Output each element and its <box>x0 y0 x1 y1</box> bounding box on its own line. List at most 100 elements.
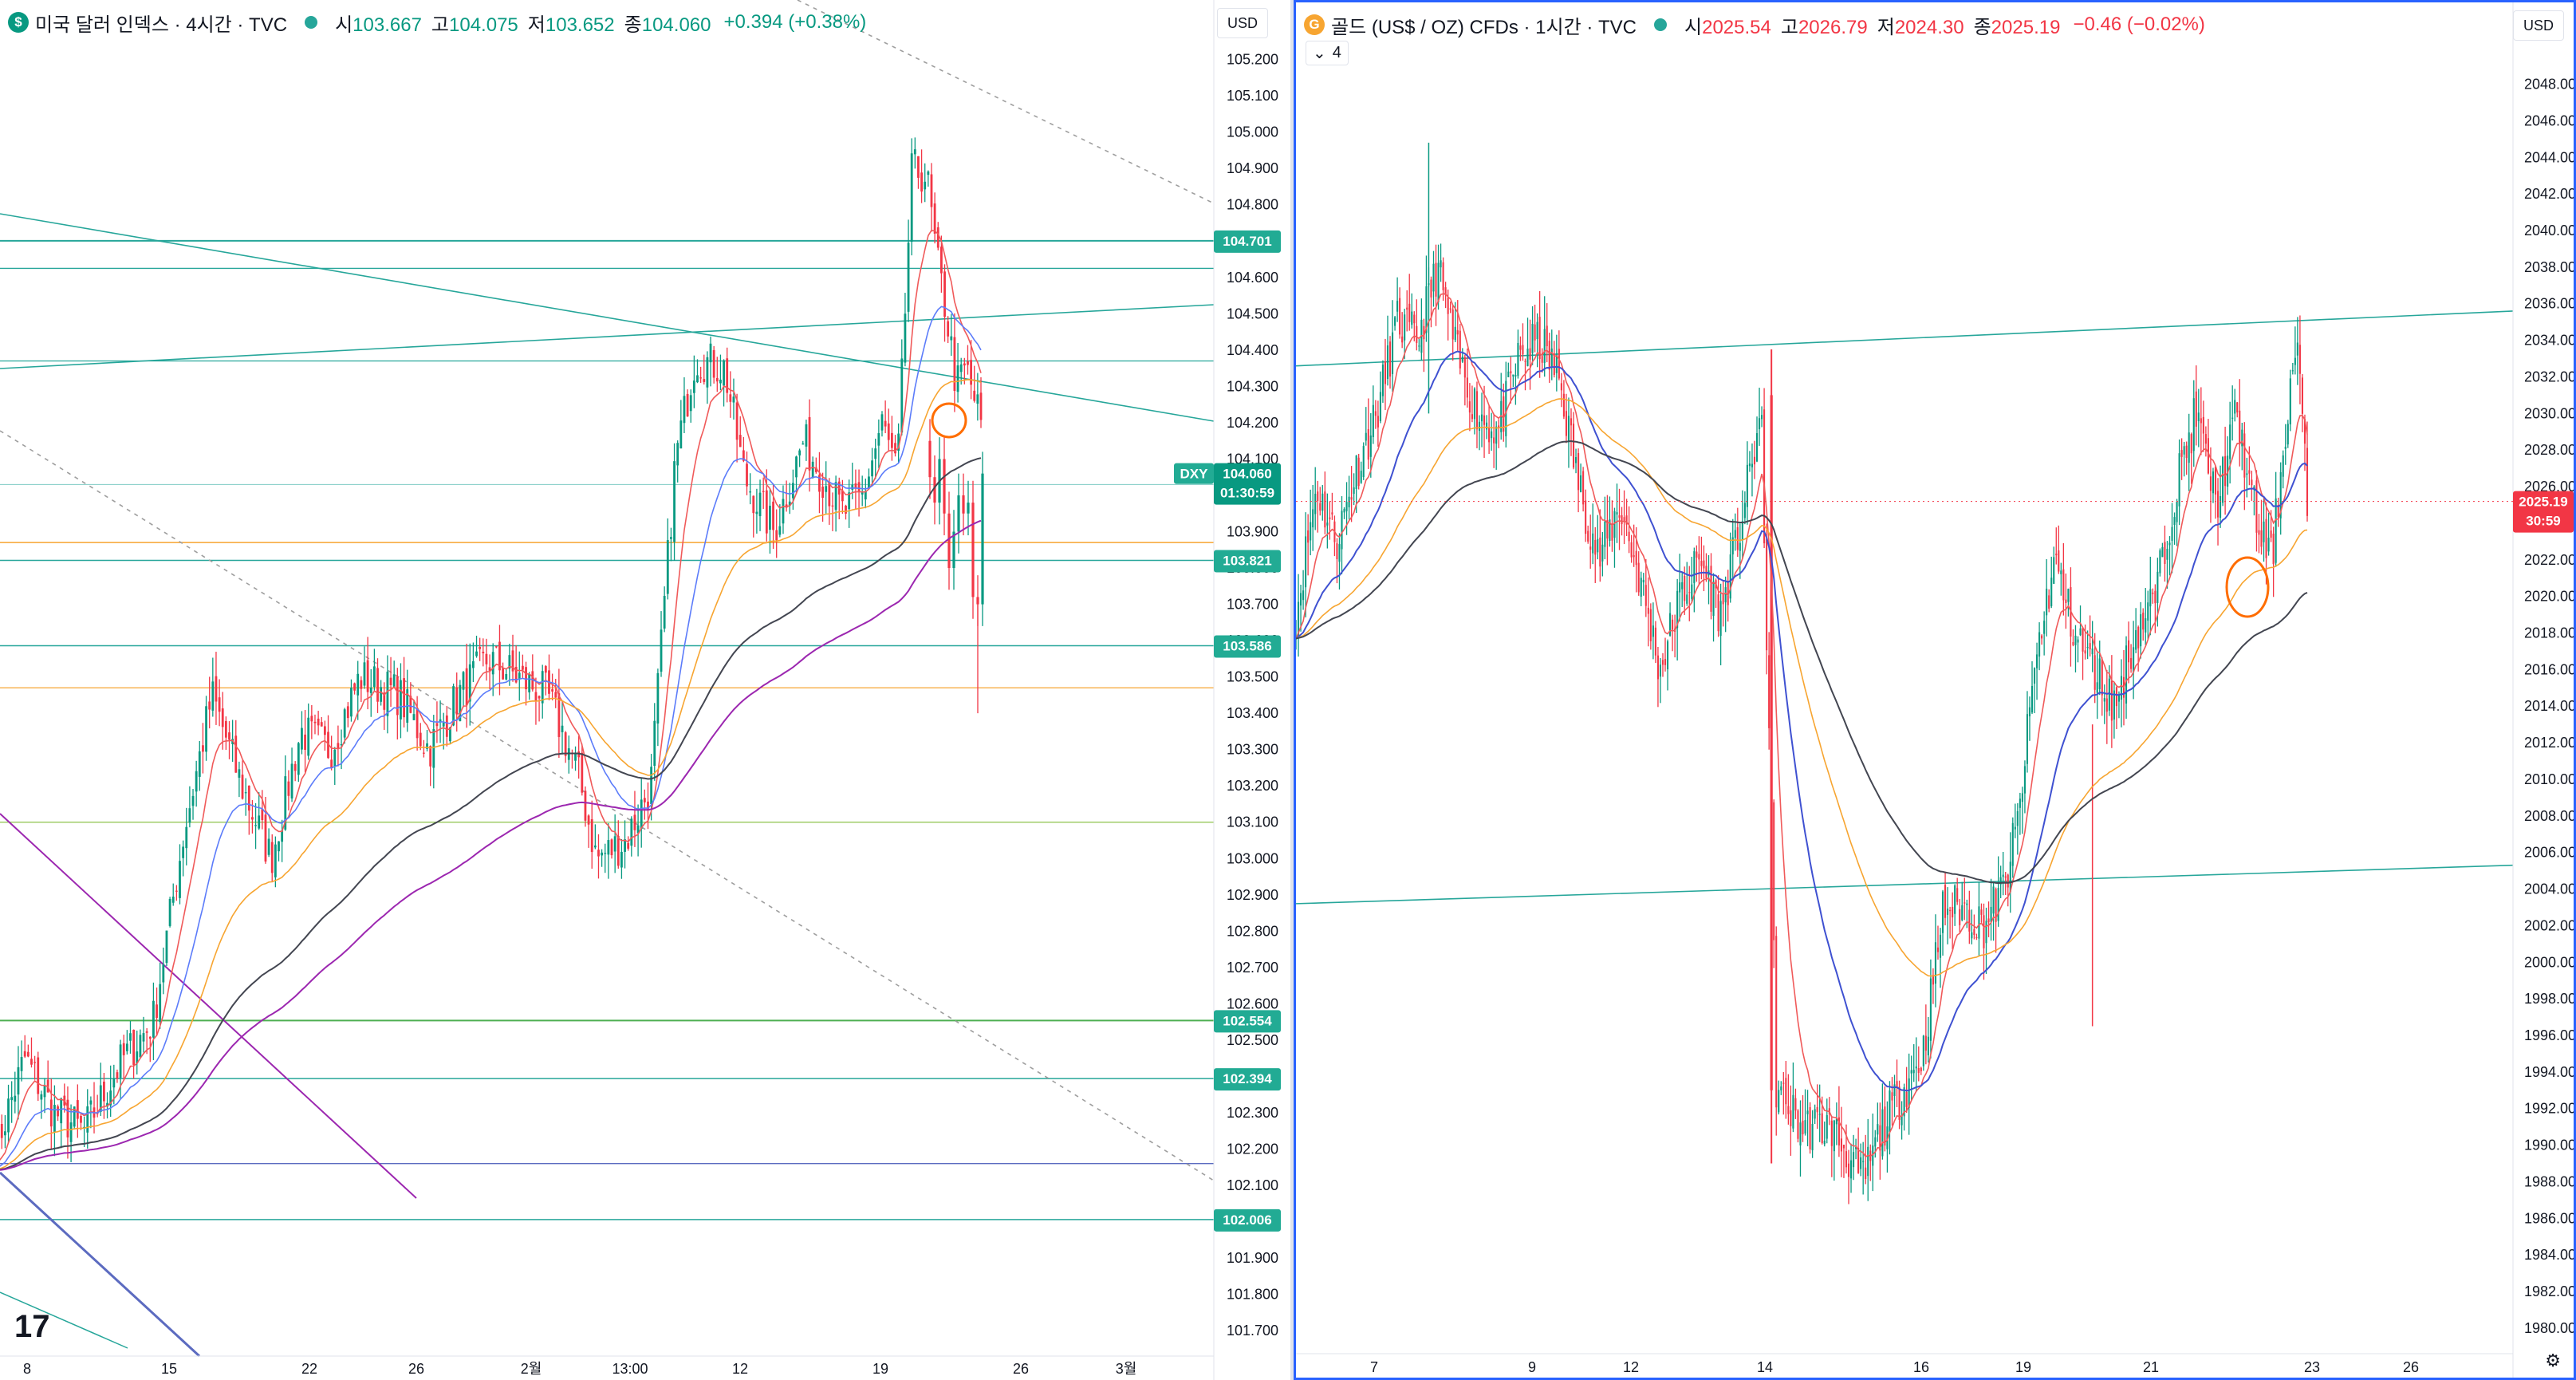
candle-body <box>26 1051 30 1057</box>
time-axis-label: 26 <box>2403 1359 2419 1375</box>
candle-body <box>1833 1120 1835 1152</box>
time-axis-label: 26 <box>408 1361 424 1377</box>
gear-icon[interactable]: ⚙ <box>2545 1350 2561 1370</box>
pane-divider[interactable] <box>1290 0 1294 1380</box>
candle-body <box>976 597 979 605</box>
candle-body <box>525 667 527 690</box>
candle-body <box>808 416 811 471</box>
symbol-tag: DXY <box>1180 467 1209 482</box>
candle-body <box>1329 517 1331 519</box>
candle-body <box>1816 1106 1818 1113</box>
gold-chart-pane[interactable]: 1980.00 1982.00 1984.00 1986.00 1988.00 1990.… <box>1294 0 2576 1380</box>
candle-body <box>554 692 557 698</box>
candle-body <box>1995 889 1997 922</box>
candle-body <box>1394 317 1396 326</box>
dxy-chart-pane[interactable]: 101.700101.800101.900102.000102.100102.2… <box>0 0 1290 1380</box>
candle-body <box>1430 279 1432 298</box>
candle-body <box>297 743 300 775</box>
candle-body <box>1903 1087 1905 1117</box>
dxy-symbol-title[interactable]: 미국 달러 인덱스 · 4시간 · TVC <box>35 14 288 36</box>
candle-body <box>2202 416 2204 434</box>
candle-body <box>904 313 907 363</box>
price-axis-label: 2010.00 <box>2524 771 2574 787</box>
candle-body <box>950 336 953 341</box>
candle-body <box>1845 1151 1848 1168</box>
candle-body <box>1604 521 1606 547</box>
candle-body <box>1621 515 1623 525</box>
candle-body <box>928 440 932 478</box>
time-axis-label: 12 <box>1623 1359 1639 1375</box>
candle-body <box>2195 391 2197 427</box>
candle-body <box>1780 1086 1782 1090</box>
candle-body <box>1642 579 1644 583</box>
candle-body <box>2147 602 2149 621</box>
candle-body <box>1505 380 1507 436</box>
candle-body <box>1630 542 1633 558</box>
candle-body <box>2084 650 2086 654</box>
candle-body <box>636 825 640 834</box>
price-axis-label: 2022.00 <box>2524 552 2574 568</box>
candle-body <box>182 846 185 858</box>
candle-body <box>1314 493 1317 515</box>
candle-body <box>769 506 771 530</box>
candle-body <box>1491 431 1493 439</box>
candle-body <box>122 1043 125 1055</box>
candle-body <box>386 671 389 716</box>
currency-selector[interactable]: USD <box>1217 8 1269 38</box>
candle-body <box>712 349 715 378</box>
candle-body <box>1574 457 1578 463</box>
candle-body <box>7 1098 10 1133</box>
candle-body <box>1326 522 1329 526</box>
candle-body <box>1809 1107 1811 1149</box>
candle-body <box>1572 424 1575 468</box>
gold-chart-canvas[interactable]: 1980.00 1982.00 1984.00 1986.00 1988.00 1990.… <box>1296 2 2574 1378</box>
eye-icon[interactable] <box>305 16 318 29</box>
indicators-toggle[interactable]: ⌄ 4 <box>1306 41 1349 65</box>
candle-body <box>1536 321 1538 340</box>
price-level-tag-bg <box>1214 230 1281 253</box>
price-axis-label: 2002.00 <box>2524 917 2574 933</box>
candle-body <box>1578 453 1580 491</box>
chevron-down-icon: ⌄ <box>1313 45 1326 62</box>
candle-body <box>1821 1113 1823 1143</box>
candle-body <box>2082 628 2084 652</box>
price-axis-label: 102.500 <box>1227 1032 1278 1048</box>
candle-body <box>400 680 402 720</box>
candle-body <box>686 393 689 417</box>
candle-body <box>2014 826 2016 830</box>
gold-symbol-title[interactable]: 골드 (US$ / OZ) CFDs · 1시간 · TVC <box>1331 16 1637 38</box>
candle-body <box>1500 400 1503 432</box>
eye-icon[interactable] <box>1654 18 1667 31</box>
dxy-chart-canvas[interactable]: 101.700101.800101.900102.000102.100102.2… <box>0 0 1290 1380</box>
candle-body <box>2207 438 2209 474</box>
candle-body <box>505 674 508 680</box>
time-axis-label: 19 <box>872 1361 888 1377</box>
candle-body <box>241 775 244 799</box>
candle-body <box>0 1123 3 1138</box>
candle-body <box>1386 345 1389 380</box>
candle-body <box>2284 447 2286 449</box>
candle-body <box>1971 932 1973 939</box>
candle-body <box>211 681 215 711</box>
candle-body <box>952 531 955 569</box>
candle-body <box>1649 609 1652 641</box>
candle-body <box>2021 793 2023 802</box>
candle-body <box>2077 639 2079 643</box>
price-axis-label: 2000.00 <box>2524 954 2574 970</box>
currency-selector[interactable]: USD <box>2513 10 2565 41</box>
candle-body <box>1510 371 1512 373</box>
candle-body <box>1606 520 1609 539</box>
candle-body <box>1628 531 1630 542</box>
time-axis-label: 9 <box>1528 1359 1536 1375</box>
candle-body <box>1392 332 1394 374</box>
price-axis-label: 1982.00 <box>2524 1283 2574 1299</box>
candle-body <box>1384 361 1387 384</box>
candle-body <box>679 420 683 449</box>
candle-body <box>1526 349 1529 366</box>
candle-body <box>234 735 238 773</box>
tradingview-logo-icon[interactable]: 17 <box>14 1309 50 1344</box>
candle-body <box>795 456 798 478</box>
candle-body <box>1763 409 1766 544</box>
candle-body <box>981 473 984 605</box>
candle-body <box>1729 554 1731 599</box>
